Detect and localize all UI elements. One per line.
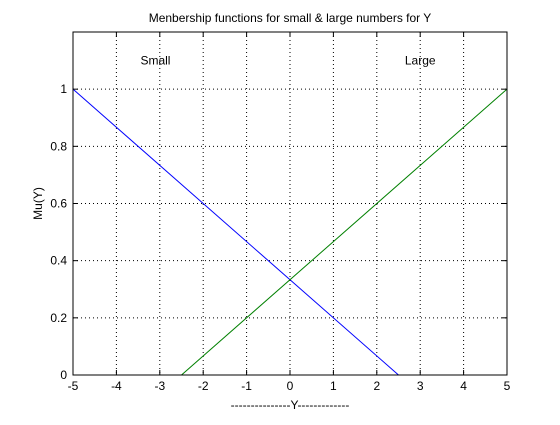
x-tick-label: 5	[504, 379, 511, 393]
y-tick-label: 0	[60, 368, 67, 382]
chart-title: Menbership functions for small & large n…	[149, 11, 432, 25]
annotation-large: Large	[405, 54, 436, 68]
x-tick-label: -2	[198, 379, 209, 393]
x-tick-label: 3	[417, 379, 424, 393]
x-tick-label: -4	[111, 379, 122, 393]
x-tick-label: -3	[154, 379, 165, 393]
x-axis-label: ---------------Y-------------	[231, 398, 350, 412]
y-tick-label: 0.8	[50, 139, 67, 153]
x-tick-label: 1	[330, 379, 337, 393]
y-tick-label: 0.4	[50, 254, 67, 268]
x-tick-label: 0	[287, 379, 294, 393]
y-tick-label: 0.6	[50, 197, 67, 211]
x-tick-label: 4	[460, 379, 467, 393]
annotation-small: Small	[140, 54, 170, 68]
y-axis-label: Mu(Y)	[31, 187, 45, 220]
x-tick-label: 2	[373, 379, 380, 393]
x-tick-label: -1	[241, 379, 252, 393]
y-tick-label: 1	[60, 82, 67, 96]
y-tick-label: 0.2	[50, 311, 67, 325]
x-tick-label: -5	[68, 379, 79, 393]
